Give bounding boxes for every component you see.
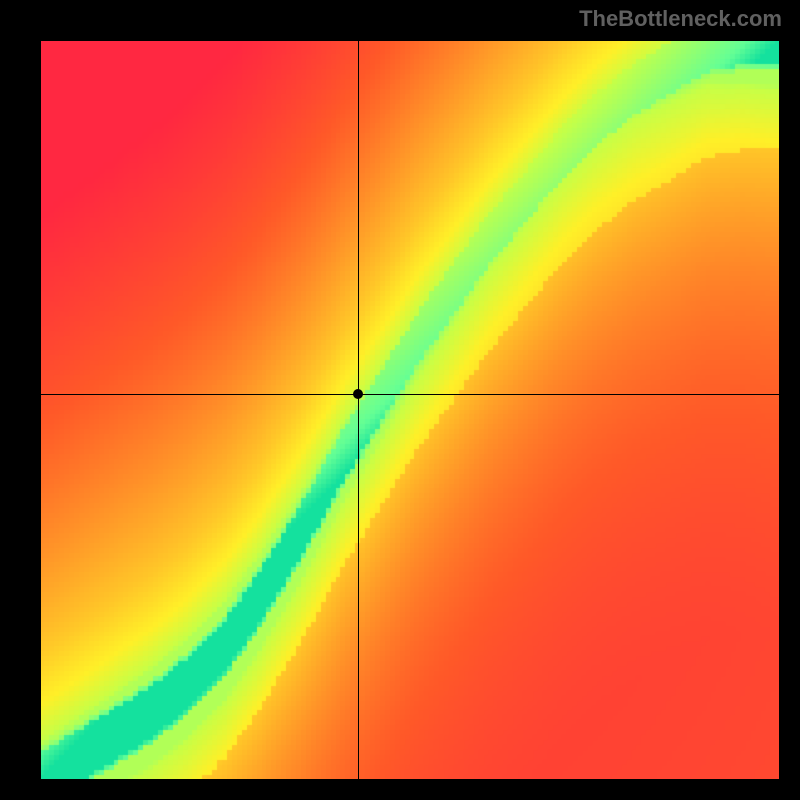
heatmap-canvas (40, 40, 780, 780)
crosshair-horizontal (40, 394, 780, 395)
crosshair-vertical (358, 40, 359, 780)
crosshair-marker (353, 389, 363, 399)
chart-container: TheBottleneck.com (0, 0, 800, 800)
plot-area (40, 40, 780, 780)
watermark-text: TheBottleneck.com (579, 6, 782, 32)
